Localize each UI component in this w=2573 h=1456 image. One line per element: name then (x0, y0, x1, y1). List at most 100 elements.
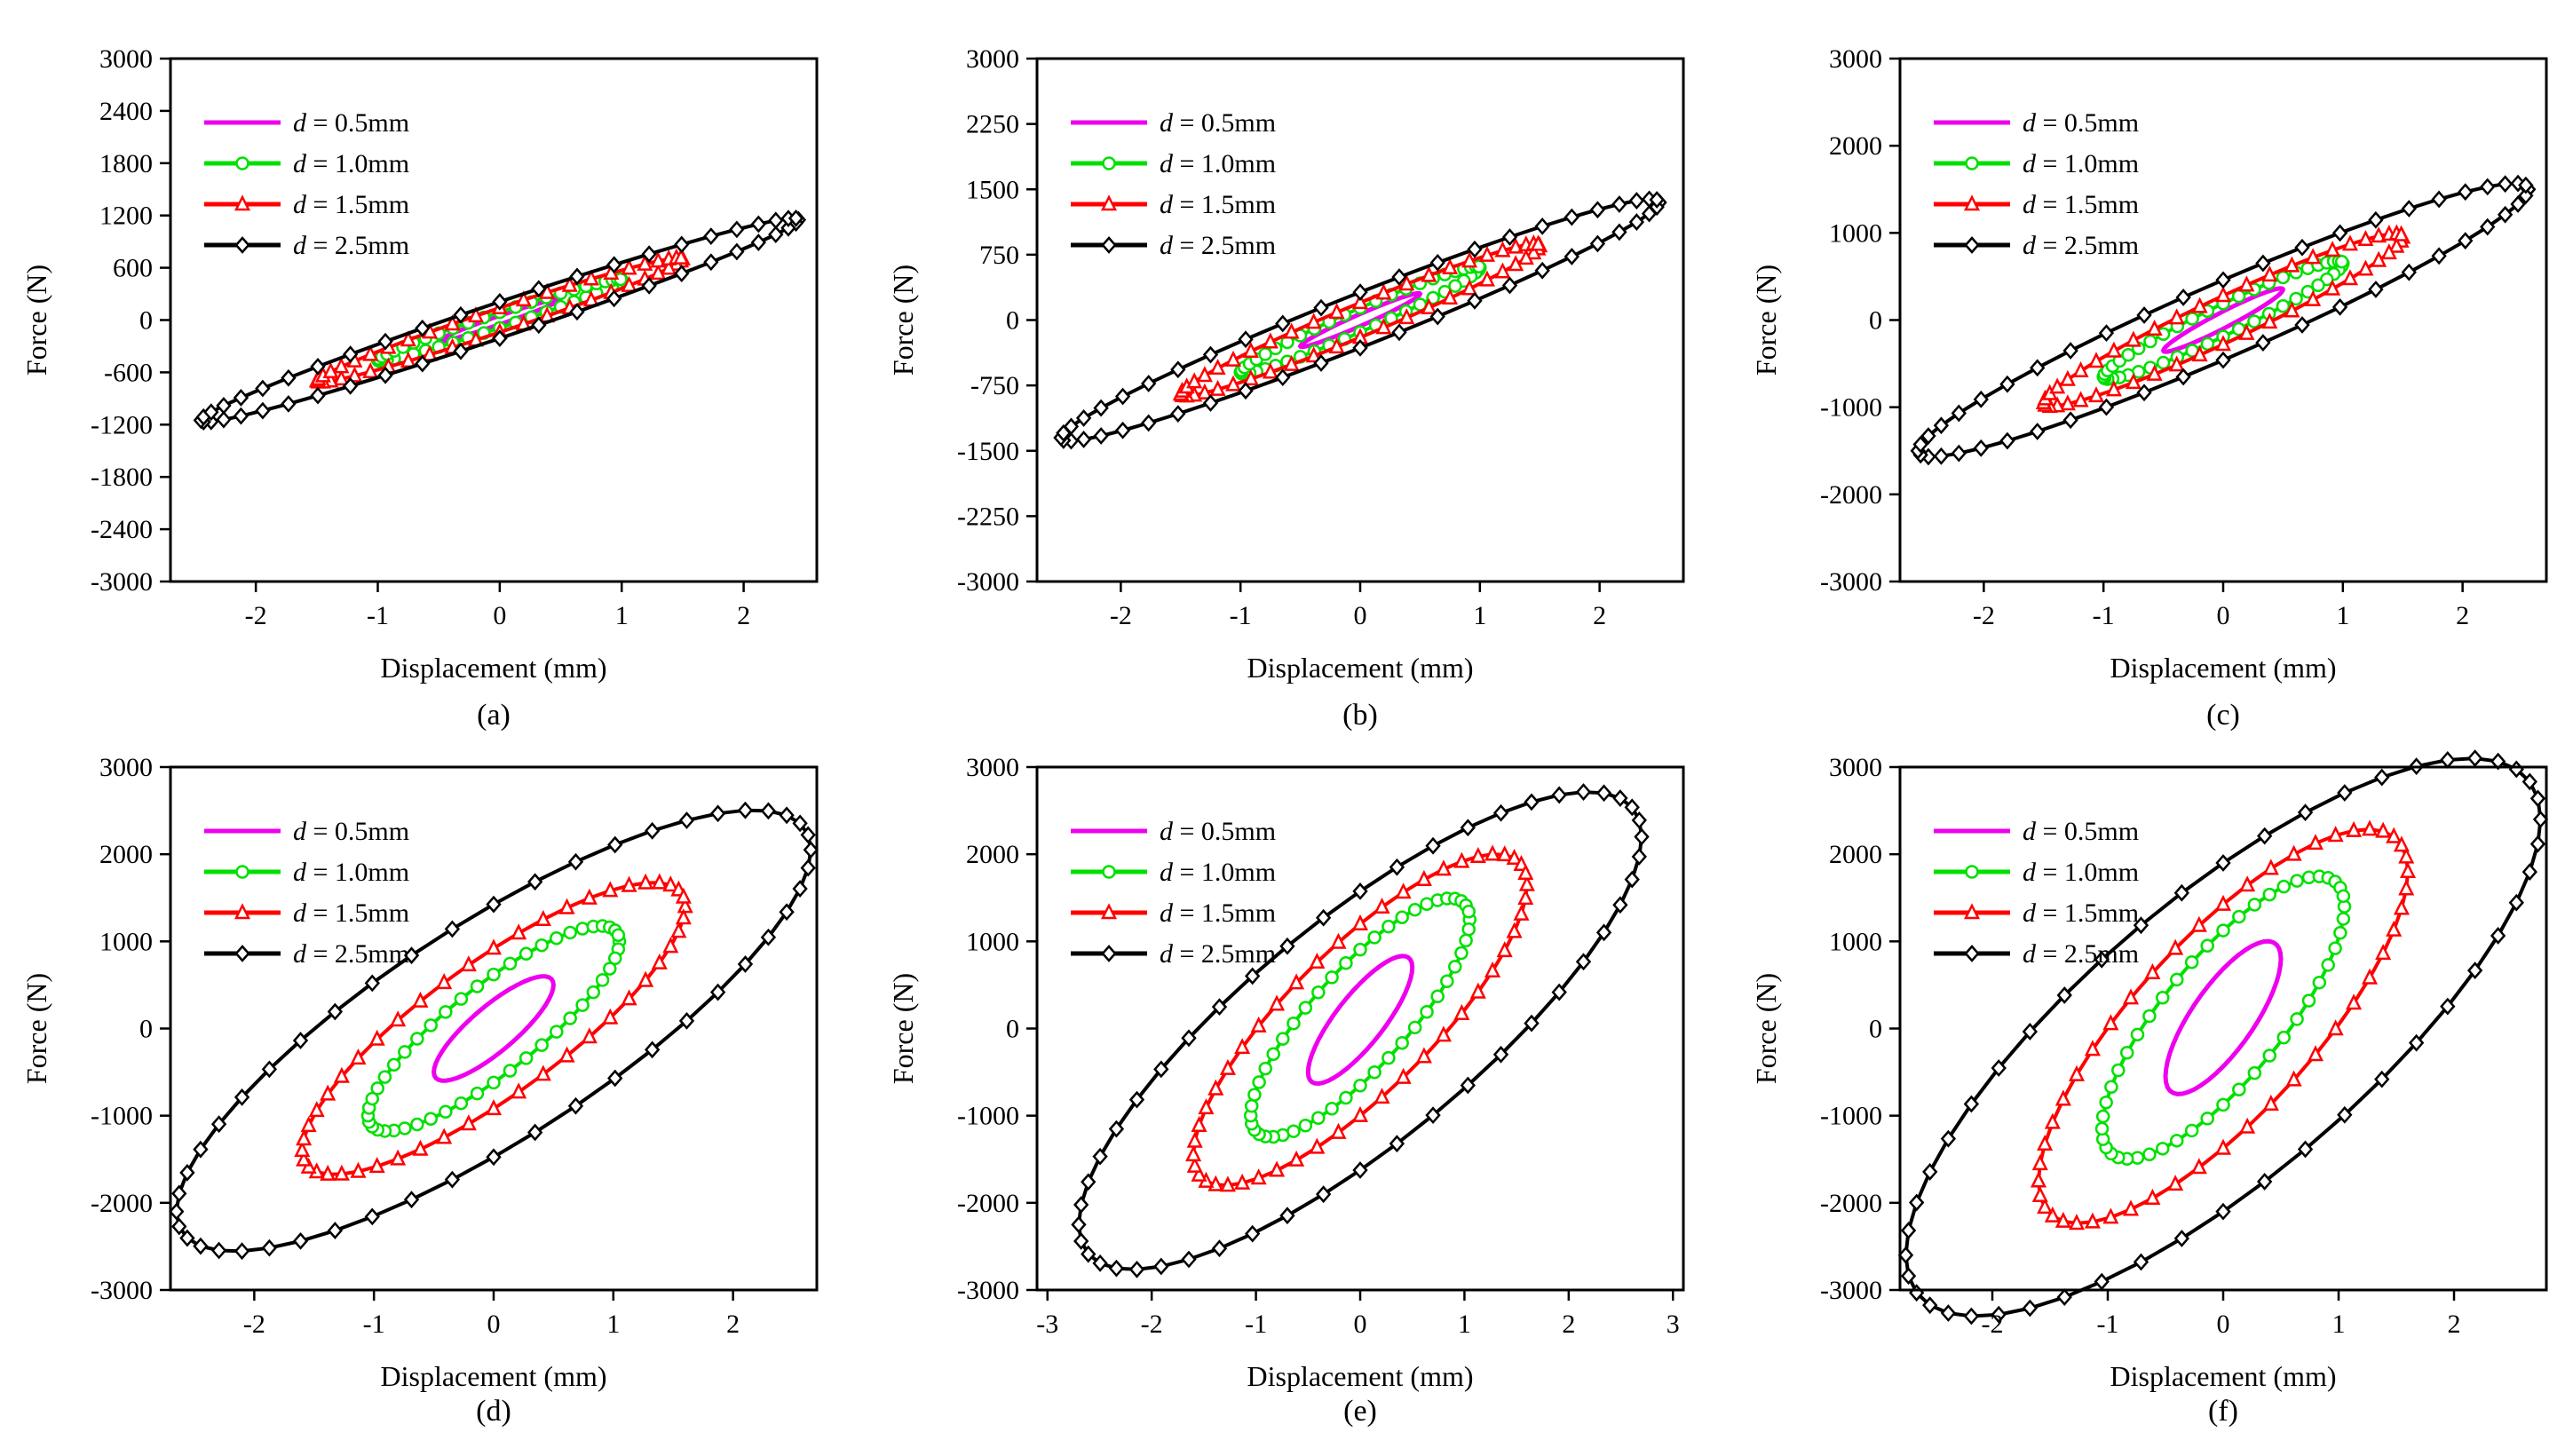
data-point (602, 1008, 619, 1025)
y-tick-label: 600 (113, 254, 153, 283)
y-tick-label: 2000 (1829, 131, 1882, 161)
data-point (1973, 390, 1989, 408)
y-tick-label: 0 (139, 1015, 153, 1044)
data-point (1440, 974, 1454, 988)
data-point (234, 1088, 250, 1106)
data-point (621, 989, 637, 1006)
data-point (210, 1115, 227, 1134)
data-point (2497, 175, 2514, 194)
data-point (637, 970, 654, 987)
data-point (1311, 1111, 1326, 1125)
data-point (2393, 835, 2410, 852)
data-point (193, 1237, 209, 1255)
data-point (2307, 1045, 2324, 1062)
data-point (2200, 938, 2214, 953)
plot-frame (1035, 57, 1685, 583)
data-point (2175, 289, 2191, 306)
data-point (1219, 1175, 1236, 1192)
data-point (1374, 897, 1390, 914)
legend-marker (1101, 236, 1117, 254)
data-point (1494, 262, 1511, 279)
data-point (595, 973, 610, 987)
data-point (569, 267, 585, 286)
data-point (412, 1139, 429, 1156)
data-point (1460, 819, 1476, 837)
data-point (567, 852, 584, 871)
data-point (1330, 1122, 1347, 1139)
data-point (1315, 1185, 1332, 1204)
data-point (1351, 914, 1369, 930)
data-point (1494, 241, 1511, 257)
data-point (1092, 1254, 1108, 1272)
data-point (1940, 1304, 1957, 1322)
data-point (403, 946, 420, 965)
data-point (2305, 289, 2322, 306)
data-point (2328, 941, 2342, 955)
data-point (2084, 1212, 2101, 1229)
data-point (1252, 1075, 1266, 1089)
data-point (1564, 248, 1579, 265)
x-tick-label: 1 (2336, 601, 2349, 630)
data-point (2144, 1188, 2161, 1205)
data-point (2336, 889, 2351, 904)
data-point (534, 938, 549, 953)
data-point (2466, 961, 2483, 980)
y-tick-label: 3000 (1829, 753, 1882, 782)
x-tick-label: -1 (2097, 1310, 2119, 1339)
legend-marker (1100, 194, 1118, 211)
x-axis-title: Displacement (mm) (380, 1360, 606, 1392)
data-point (377, 366, 393, 384)
panel-caption: (a) (477, 699, 511, 732)
data-point (424, 1112, 438, 1127)
data-point (1575, 953, 1592, 971)
data-point (1611, 195, 1627, 213)
data-point (606, 256, 622, 274)
data-point (1461, 251, 1478, 268)
data-point (1219, 1058, 1236, 1075)
data-point (1395, 910, 1409, 924)
data-point (2191, 297, 2208, 313)
data-point (368, 1157, 385, 1174)
y-tick-label: -3000 (957, 567, 1019, 597)
data-point (2214, 1138, 2232, 1155)
data-point (1421, 297, 1437, 314)
data-point (1128, 1090, 1145, 1109)
series-2.5mm (1897, 749, 2549, 1325)
data-point (1467, 291, 1483, 310)
x-tick-label: -1 (1245, 1310, 1267, 1339)
data-point (792, 814, 808, 833)
y-tick-label: 0 (1006, 306, 1019, 336)
data-point (750, 215, 766, 233)
data-point (2072, 391, 2089, 408)
data-point (281, 368, 297, 387)
data-point (454, 1096, 469, 1111)
y-tick-label: -2000 (1820, 480, 1882, 510)
data-point (2119, 1046, 2134, 1060)
x-tick-label: 1 (1473, 601, 1486, 630)
legend-entry: d = 0.5mm (1160, 817, 1276, 846)
x-tick-label: -1 (363, 1310, 385, 1339)
y-axis-title: Force (N) (1750, 973, 1782, 1084)
x-tick-label: 2 (2448, 1310, 2461, 1339)
data-point (2191, 345, 2208, 362)
data-point (2022, 1023, 2039, 1041)
legend-entry: d = 1.5mm (293, 898, 409, 928)
data-point (2156, 355, 2171, 370)
series-1.5mm (2035, 224, 2411, 413)
data-point (2401, 200, 2417, 218)
data-point (644, 1041, 661, 1059)
data-point (2497, 205, 2514, 224)
data-point (453, 305, 469, 324)
chart-panel-5: -3 -2 -1 0 1 2 3 -3000 -2000 -1000 0 1000 2000 3000 Di… (887, 753, 1685, 1428)
legend-marker (1965, 865, 1979, 879)
data-point (2136, 384, 2152, 402)
data-point (1398, 308, 1415, 325)
data-point (2332, 297, 2348, 316)
data-point (460, 1114, 477, 1131)
data-point (563, 925, 577, 940)
data-point (2529, 789, 2546, 808)
data-point (1395, 1035, 1409, 1050)
data-point (1513, 904, 1530, 921)
data-point (1367, 1064, 1382, 1080)
data-point (1951, 404, 1967, 423)
